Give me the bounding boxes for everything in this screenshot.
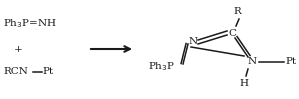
- Text: RCN: RCN: [3, 68, 28, 77]
- Text: Ph$_3$P: Ph$_3$P: [148, 61, 175, 73]
- Text: Pt: Pt: [285, 58, 296, 67]
- Text: Pt: Pt: [42, 68, 53, 77]
- Text: N: N: [248, 58, 257, 67]
- Text: +: +: [14, 44, 22, 53]
- Text: H: H: [239, 79, 248, 89]
- Text: Ph$_3$P=NH: Ph$_3$P=NH: [3, 18, 57, 30]
- Text: C: C: [228, 29, 236, 38]
- Text: R: R: [233, 7, 241, 16]
- Text: N: N: [188, 38, 198, 47]
